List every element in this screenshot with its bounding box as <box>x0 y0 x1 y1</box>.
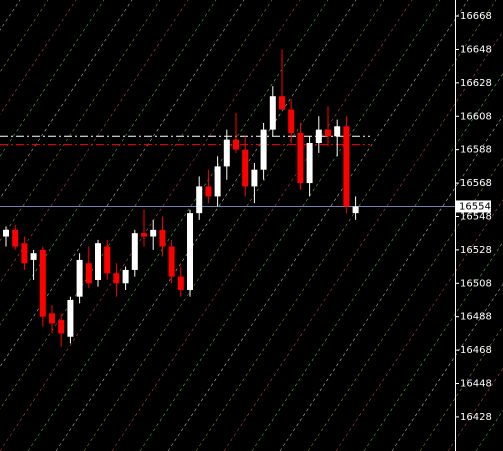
y-tick-label: 16488 <box>460 312 492 323</box>
fan-line <box>83 0 385 451</box>
y-tick-label: 16548 <box>460 211 492 222</box>
fan-line <box>0 0 77 115</box>
fan-line <box>335 199 503 451</box>
candle-body <box>288 109 295 133</box>
candle-body <box>122 269 129 284</box>
fan-line <box>195 0 497 451</box>
fan-line <box>0 0 273 410</box>
candle-body <box>3 229 9 237</box>
fan-line <box>111 0 413 451</box>
fan-line <box>363 241 503 451</box>
fan-line <box>27 0 329 451</box>
candle-body <box>315 129 322 143</box>
fan-line <box>0 0 105 157</box>
fan-line <box>223 31 503 451</box>
candle-body <box>104 246 111 274</box>
current-price-box <box>456 200 491 213</box>
fan-line <box>447 367 503 451</box>
y-tick-label: 16568 <box>460 178 492 189</box>
fan-line <box>0 0 245 368</box>
fan-line <box>251 73 503 451</box>
candle-body <box>30 253 37 260</box>
y-tick-label: 16508 <box>460 278 492 289</box>
candle-body <box>85 263 92 284</box>
fan-line <box>391 283 503 451</box>
candle-body <box>251 169 258 187</box>
candle-body <box>131 233 138 270</box>
fan-line <box>0 0 189 284</box>
candle-body <box>150 229 157 237</box>
candle-body <box>343 126 350 207</box>
candle-body <box>196 186 203 214</box>
candle-body <box>177 276 184 290</box>
y-tick-label: 16648 <box>460 44 492 55</box>
candle-body <box>279 96 285 110</box>
candle-body <box>168 246 175 277</box>
candle-body <box>269 96 276 130</box>
candle-body <box>334 126 341 137</box>
candle-body <box>12 229 19 247</box>
candle-body <box>21 243 28 264</box>
candle-body <box>39 249 46 317</box>
candle-body <box>187 213 193 290</box>
y-tick-label: 16628 <box>460 78 492 89</box>
fan-line <box>139 0 441 451</box>
candle-body <box>325 129 331 137</box>
fan-line <box>307 157 503 451</box>
candle-body <box>242 149 249 187</box>
y-tick-label: 16448 <box>460 379 492 390</box>
fan-line <box>167 0 469 451</box>
y-tick-label: 16588 <box>460 145 492 156</box>
candle-body <box>205 186 212 197</box>
current-price-label: 16554 <box>459 201 491 212</box>
candle-body <box>49 313 55 324</box>
fan-line <box>55 0 357 451</box>
candle-body <box>223 139 230 167</box>
candle-body <box>306 142 313 184</box>
y-tick-label: 16428 <box>460 412 492 423</box>
candle-body <box>260 129 267 170</box>
candle-body <box>58 320 65 334</box>
fan-line <box>0 0 161 242</box>
candle-body <box>76 259 83 297</box>
candle-body <box>141 233 147 237</box>
y-tick-label: 16608 <box>460 111 492 122</box>
candle-body <box>352 206 359 214</box>
candle-body <box>67 299 74 337</box>
candle-body <box>113 273 120 284</box>
fan-line <box>0 0 301 451</box>
candle-body <box>159 229 166 247</box>
y-tick-label: 16668 <box>460 11 492 22</box>
candle-body <box>214 166 221 197</box>
y-tick-label: 16528 <box>460 245 492 256</box>
candle-body <box>297 132 304 184</box>
fan-line <box>0 0 133 199</box>
candle-body <box>95 243 101 280</box>
y-tick-label: 16468 <box>460 345 492 356</box>
fan-line <box>279 115 503 451</box>
candle-body <box>233 139 239 150</box>
fan-line <box>419 325 503 451</box>
fan-line <box>0 0 217 326</box>
